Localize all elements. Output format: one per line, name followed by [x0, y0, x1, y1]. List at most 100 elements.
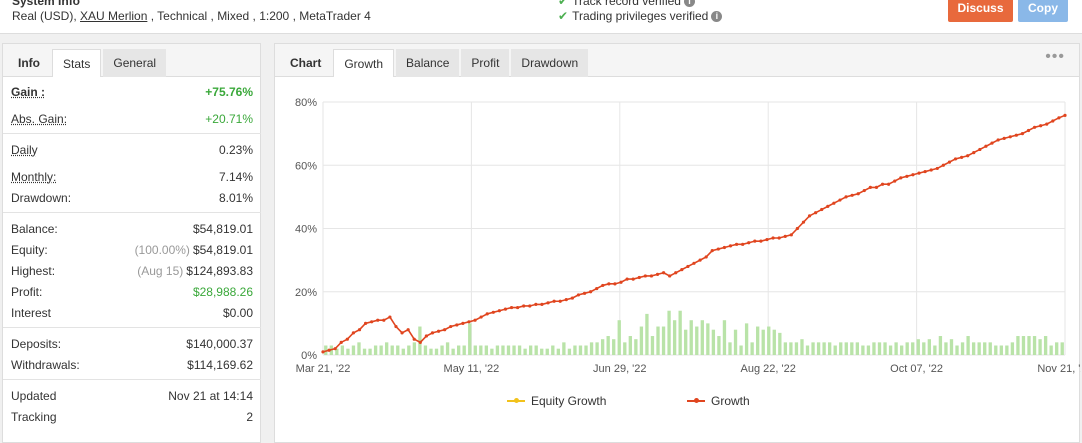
volume-bar — [783, 342, 788, 355]
growth-point — [516, 305, 520, 310]
growth-point — [1014, 133, 1018, 137]
volume-bar — [988, 342, 992, 355]
volume-bar — [700, 320, 704, 355]
stat-label[interactable]: Monthly: — [11, 169, 57, 184]
divider — [3, 379, 261, 380]
volume-bar — [667, 310, 671, 355]
volume-bar — [905, 342, 909, 355]
tab-growth[interactable]: Growth — [333, 49, 395, 77]
growth-point — [771, 236, 775, 240]
growth-point — [661, 271, 666, 275]
growth-point — [862, 188, 866, 193]
volume-bar — [479, 345, 483, 355]
tab-stats[interactable]: Stats — [52, 49, 102, 77]
growth-point — [443, 328, 447, 332]
growth-point — [357, 328, 362, 332]
volume-bar — [761, 329, 765, 355]
info-icon[interactable]: i — [683, 0, 695, 8]
volume-bar — [955, 345, 959, 355]
growth-point — [497, 309, 501, 313]
info-icon[interactable]: i — [711, 11, 723, 23]
growth-point — [430, 331, 435, 335]
volume-bar — [584, 345, 588, 355]
growth-point — [966, 154, 970, 158]
growth-point — [582, 291, 587, 295]
growth-point — [692, 261, 696, 265]
growth-point — [832, 201, 836, 205]
volume-bar — [1027, 336, 1031, 355]
volume-bar — [429, 348, 433, 355]
volume-bar — [396, 345, 400, 355]
volume-bar — [457, 345, 461, 355]
stat-label: Drawdown: — [11, 190, 72, 205]
stat-value: $28,988.26 — [192, 284, 253, 299]
volume-bar — [401, 348, 405, 355]
stat-profit: Profit: $28,988.26 — [11, 281, 253, 302]
volume-bar — [938, 336, 943, 355]
x-tick-label: Mar 21, '22 — [296, 363, 351, 375]
volume-bar — [612, 339, 616, 355]
volume-bar — [1055, 342, 1059, 355]
volume-bar — [739, 345, 743, 355]
stat-value: +20.71% — [205, 111, 253, 126]
growth-point — [887, 182, 891, 186]
stat-value: $54,819.01 — [192, 221, 253, 236]
stat-value: 8.01% — [218, 190, 253, 205]
top-bar: System Info Real (USD), XAU Merlion , Te… — [0, 0, 1082, 34]
growth-point — [382, 318, 386, 322]
volume-bar — [888, 345, 893, 355]
volume-bar — [650, 336, 655, 355]
stat-label[interactable]: Abs. Gain: — [11, 111, 68, 126]
tab-chart[interactable]: Chart — [290, 56, 322, 70]
discuss-button[interactable]: Discuss — [948, 0, 1013, 22]
volume-bar — [922, 342, 926, 355]
growth-point — [655, 272, 660, 276]
stat-balance: Balance: $54,819.01 — [11, 218, 253, 239]
legend-growth[interactable]: Growth — [687, 394, 750, 408]
growth-point — [552, 299, 556, 303]
growth-point — [418, 340, 422, 344]
ellipsis-icon[interactable]: ••• — [1045, 48, 1065, 65]
tab-profit[interactable]: Profit — [461, 49, 510, 77]
stat-label[interactable]: Daily — [11, 142, 38, 157]
tab-general[interactable]: General — [103, 49, 167, 77]
tab-drawdown[interactable]: Drawdown — [511, 49, 589, 77]
volume-bar — [706, 323, 710, 355]
volume-bar — [672, 320, 677, 355]
stat-updated: Updated Nov 21 at 14:14 — [11, 385, 253, 406]
copy-button[interactable]: Copy — [1018, 0, 1068, 22]
volume-bar — [733, 329, 738, 355]
stat-value: $140,000.37 — [186, 336, 253, 351]
growth-chart: 0% 20% 40% 60% 80% Mar 21, '22 May 11, '22 Jun … — [295, 97, 1081, 375]
tab-info[interactable]: Info — [18, 56, 40, 70]
growth-point — [759, 239, 763, 243]
growth-point — [406, 328, 410, 332]
growth-point — [345, 337, 349, 341]
volume-bar — [877, 342, 882, 355]
growth-point — [534, 302, 538, 306]
growth-point — [947, 160, 952, 164]
growth-point — [467, 320, 471, 324]
growth-point — [631, 277, 635, 281]
growth-point — [728, 244, 733, 248]
system-name-link[interactable]: XAU Merlion — [80, 9, 148, 23]
growth-point — [698, 258, 702, 262]
stat-label: Highest: — [11, 263, 56, 278]
volume-bar — [495, 345, 500, 355]
volume-bar — [689, 320, 693, 355]
volume-bar — [999, 345, 1003, 355]
divider — [3, 212, 261, 213]
legend-equity-growth[interactable]: Equity Growth — [507, 394, 606, 408]
y-tick-label: 80% — [295, 97, 317, 109]
volume-bar — [340, 345, 345, 355]
volume-bar — [523, 348, 527, 355]
volume-bar — [639, 326, 644, 355]
growth-point — [801, 220, 806, 224]
stat-label: Equity: — [11, 242, 48, 257]
volume-bar — [600, 339, 605, 355]
volume-bar — [899, 345, 904, 355]
volume-bar — [379, 345, 383, 355]
tab-balance[interactable]: Balance — [396, 49, 460, 77]
verification-trading-privileges: ✔ Trading privileges verified i — [558, 9, 723, 23]
stat-label[interactable]: Gain : — [11, 84, 46, 99]
